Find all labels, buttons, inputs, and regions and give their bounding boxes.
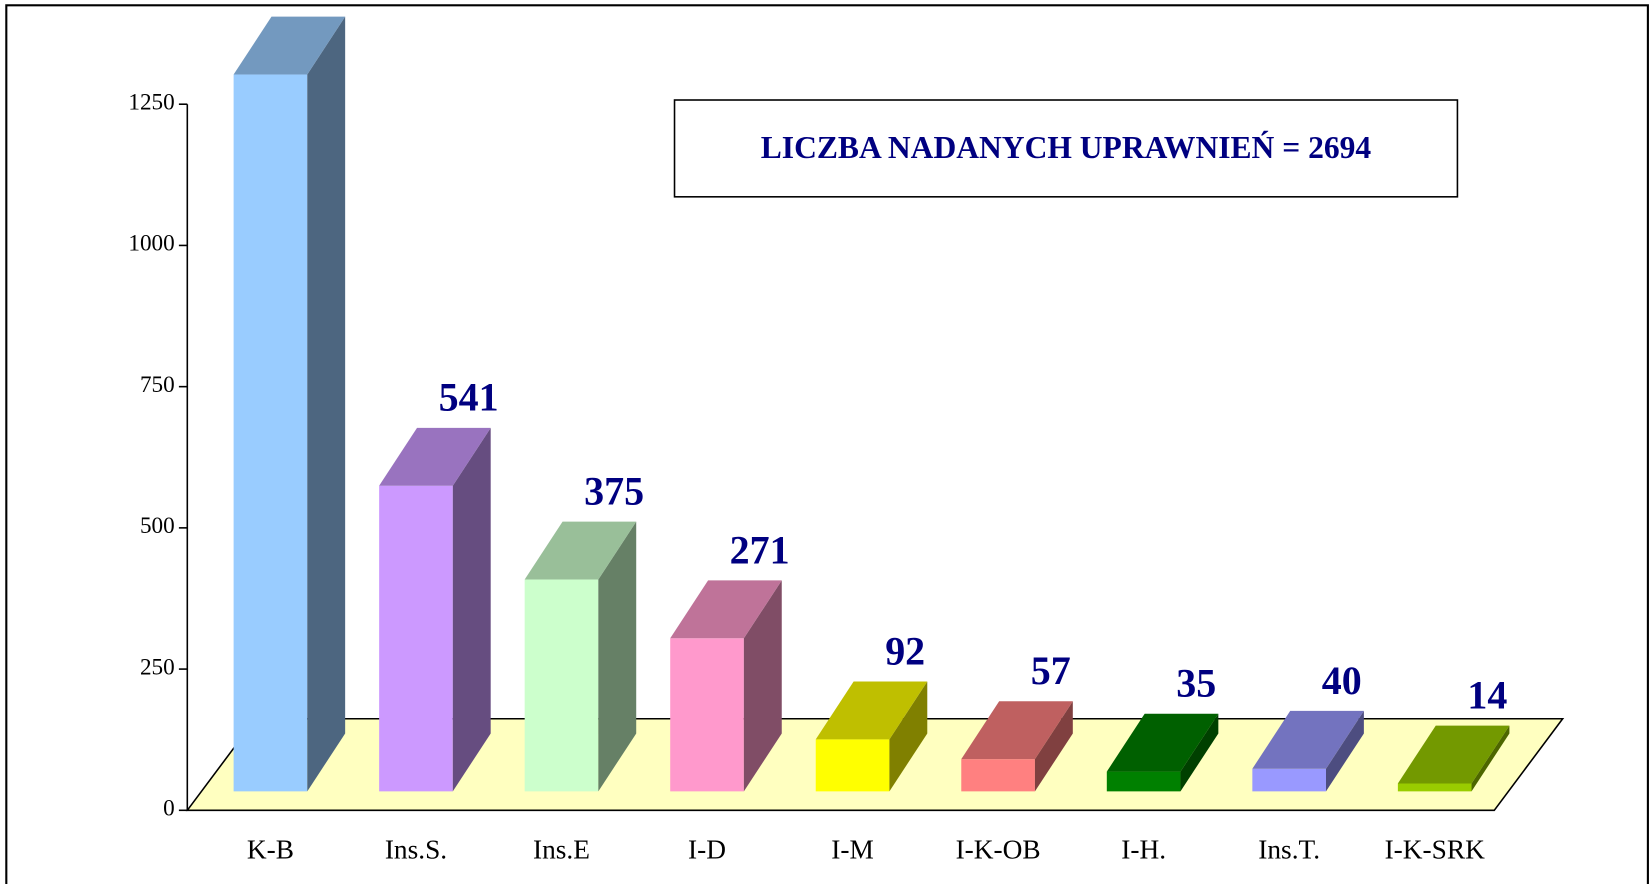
value-label: 92 xyxy=(885,628,925,673)
x-tick-label: I-H. xyxy=(1121,835,1166,865)
x-tick-label: K-B xyxy=(247,835,294,865)
annotation-box xyxy=(673,99,1459,198)
bar-front xyxy=(670,638,744,792)
x-tick-label: Ins.S. xyxy=(385,835,447,865)
bar-side xyxy=(1325,710,1364,792)
bar-front xyxy=(961,759,1035,792)
bar-side xyxy=(1471,725,1510,792)
bar-side xyxy=(743,580,782,792)
bar-top xyxy=(233,16,346,75)
x-tick-label: I-M xyxy=(831,835,874,865)
bar-top xyxy=(1397,725,1510,784)
bar-side xyxy=(889,681,928,792)
bar-top xyxy=(670,580,782,639)
x-tick-label: Ins.E xyxy=(533,835,590,865)
bar-side xyxy=(307,16,346,792)
bar-front xyxy=(815,739,890,792)
bar-front xyxy=(1397,783,1472,792)
y-tick-label: 250 xyxy=(140,654,175,680)
value-label: 375 xyxy=(584,469,644,514)
bar-side xyxy=(598,521,637,792)
value-label: 271 xyxy=(730,527,790,572)
bar-front xyxy=(1252,768,1326,792)
value-label: 35 xyxy=(1176,661,1216,706)
y-tick-label: 0 xyxy=(163,796,175,822)
value-label: 1269 xyxy=(283,0,363,9)
x-tick-label: I-K-OB xyxy=(956,835,1041,865)
value-label: 40 xyxy=(1322,658,1362,703)
bar-front xyxy=(233,74,308,792)
bar-side xyxy=(1034,701,1073,792)
bar-top xyxy=(379,427,491,486)
y-tick-label: 750 xyxy=(140,372,175,398)
y-tick-label: 500 xyxy=(140,513,175,539)
value-label: 57 xyxy=(1031,648,1071,693)
value-label: 14 xyxy=(1467,672,1507,717)
value-label: 541 xyxy=(439,375,499,420)
bar-top xyxy=(524,521,637,580)
bar-top xyxy=(1252,710,1364,769)
plot: 0 250 500 750 1000 1250 1269 K-B 541 Ins.S. 375 Ins… xyxy=(128,0,1565,865)
bar-top xyxy=(961,701,1073,760)
annotation: LICZBA NADANYCH UPRAWNIEŃ = 2694 xyxy=(761,130,1372,165)
bar-top xyxy=(1106,713,1219,772)
chart-border xyxy=(5,4,1649,884)
bar-front xyxy=(1106,771,1181,792)
x-tick-label: Ins.T. xyxy=(1258,835,1320,865)
y-tick-label: 1250 xyxy=(128,90,174,116)
bar-front xyxy=(379,485,453,792)
bar-top xyxy=(815,681,928,740)
bar-side xyxy=(452,427,491,792)
bar-front xyxy=(524,579,599,792)
x-tick-label: I-K-SRK xyxy=(1385,835,1486,865)
x-tick-label: I-D xyxy=(688,835,726,865)
bar-side xyxy=(1180,713,1219,792)
y-tick-label: 1000 xyxy=(128,231,174,257)
